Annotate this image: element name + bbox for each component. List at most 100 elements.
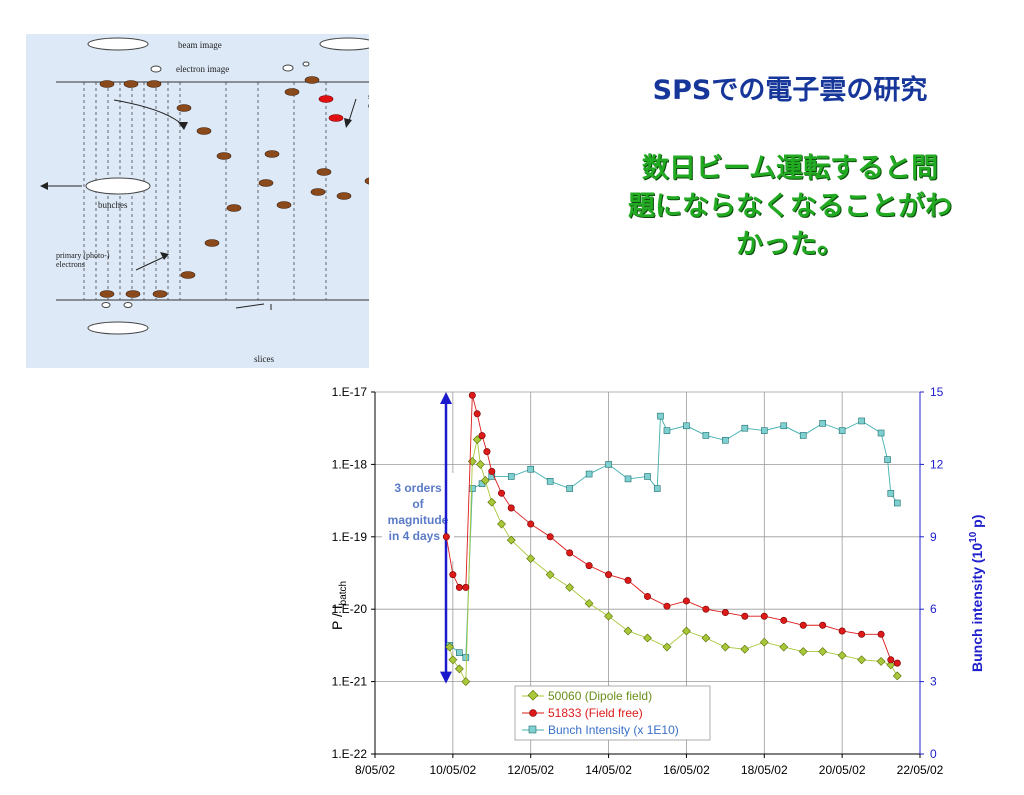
dipole-field-point [497,519,506,529]
dipole-field-point [643,633,652,643]
annotation: 3 orders of magnitude in 4 days ! [382,473,454,561]
annotation-line: magnitude [388,513,449,527]
y-tick-label: 1.E-22 [332,747,368,761]
label-beam-image: beam image [178,40,222,50]
pressure-chart: 3 orders of magnitude in 4 days ! 1.E-22… [300,380,1000,795]
label-bunches: bunches [98,200,128,210]
y-tick-label: 1.E-19 [332,530,368,544]
x-tick-label: 22/05/02 [897,763,944,777]
bunch-intensity-point [462,654,470,661]
bunch-intensity-point [527,465,535,473]
electron-image-ellipse [302,61,310,67]
electron-image-ellipse [101,302,111,308]
dipole-field-point [876,656,886,666]
dipole-field-point [454,664,464,674]
bunch-intensity-point [702,432,710,439]
y-tick-label: 1.E-17 [332,385,368,399]
x-tick-label: 14/05/02 [585,763,632,777]
secondary-electrons [318,95,508,272]
legend-label-dipole: 50060 (Dipole field) [548,689,652,703]
field-free-point [799,621,807,629]
label-primary-electrons-1: primary (photo-) [56,251,110,260]
dipole-field-point [565,582,575,592]
electron-image-ellipse [123,302,133,308]
bunch-intensity-point [760,427,768,434]
bunch-intensity-point [585,470,593,478]
slide-subtitle: 数日ビーム運転すると問 題にならなくなることがわ かった。 [600,150,980,264]
legend-label-intensity: Bunch Intensity (x 1E10) [548,723,679,737]
y2-tick-label: 9 [930,530,937,544]
annotation-line: in 4 days ! [389,529,448,543]
x-tick-label: 8/05/02 [355,763,395,777]
beam-image-ellipse [87,321,149,335]
bunch-intensity-point [469,485,476,492]
label-secondary-electrons-1: secondary [368,92,369,101]
field-free-point [643,592,651,600]
dipole-field-point [445,642,455,652]
bunch-intensity-point [624,475,632,483]
bunch-intensity-point [819,420,826,427]
electron-image-ellipse [282,64,294,72]
dipole-field-point [461,677,471,687]
field-free-point [682,597,690,605]
bunch-intensity-point [722,436,729,444]
bunch-intensity-point [741,424,749,432]
dipole-field-point [662,642,672,652]
bunch-intensity-point [507,473,515,480]
direction-arrow-icon [40,182,48,190]
electron-image-ellipse [150,65,162,73]
annotation-arrow-up-icon [440,392,452,404]
bunch-intensity-point [877,429,885,437]
x-tick-label: 10/05/02 [429,763,476,777]
x-tick-label: 16/05/02 [663,763,710,777]
bunch-intensity-point [884,456,891,463]
dipole-field-point [798,647,808,656]
field-free-point [838,627,846,635]
annotation-arrow-down-icon [440,671,452,684]
dipole-field-point [448,655,458,665]
bunch-intensity-point [838,427,846,434]
annotation-line: of [412,497,424,511]
y2-axis-label: Bunch intensity (1010 p) [968,515,985,672]
field-free-point [527,520,535,528]
field-free-point [455,583,463,591]
bunch-intensity-point [663,427,671,434]
bunch-intensity-point [887,490,895,497]
label-electron-image: electron image [176,64,229,74]
field-free-point [858,630,866,638]
annotation-line: 3 orders [394,481,442,495]
bunch-ellipse [85,177,151,195]
subtitle-line: かった。 [736,229,844,260]
dipole-field-point [545,570,555,580]
bunch-intensity-point [546,477,554,485]
field-free-point [663,602,671,610]
x-tick-label: 20/05/02 [819,763,866,777]
dipole-field-point [779,642,789,652]
bunch-intensity-point [644,473,651,480]
y2-tick-label: 3 [930,675,937,689]
y-tick-label: 1.E-21 [332,675,368,689]
subtitle-line: 題にならなくなることがわ [628,191,952,222]
field-free-point [893,659,901,667]
dipole-field-point [818,647,828,656]
axes-layer: 1.E-22 1.E-21 1.E-20 1.E-19 1.E-18 1.E-17 0 3 6 9… [332,385,944,777]
electron-cloud-diagram: beam image electron image secondary elec… [26,34,515,368]
field-free-point [478,432,486,440]
field-free-point [760,612,768,620]
bunch-intensity-point [780,422,788,430]
legend: 50060 (Dipole field) 51833 (Field free) … [514,685,711,741]
y-tick-label: 1.E-20 [332,602,368,616]
field-free-point [449,571,457,579]
series-layer [440,391,902,687]
dipole-field-point [506,535,516,545]
field-free-point [819,621,827,629]
field-free-point [624,576,632,584]
legend-marker-dipole [527,689,539,701]
field-free-point [566,549,574,557]
field-free-point [702,605,710,613]
y-axis-label: P / Ibatch [329,581,349,630]
dipole-field-point [526,554,536,564]
dipole-field-point [476,459,485,469]
bunch-intensity-point [657,412,664,420]
field-free-point [498,489,506,497]
